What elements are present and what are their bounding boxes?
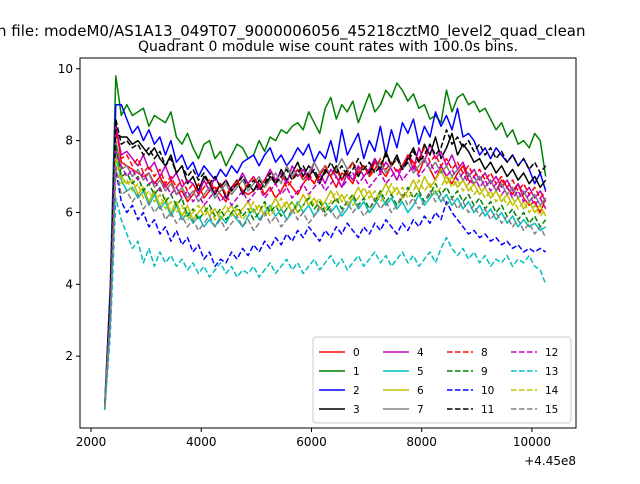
series-line-15 xyxy=(104,165,547,407)
legend-label-6: 6 xyxy=(417,385,424,397)
legend-label-5: 5 xyxy=(417,366,424,378)
x-tick-label: 6000 xyxy=(296,435,327,449)
x-tick-label: 10000 xyxy=(513,435,551,449)
legend-label-9: 9 xyxy=(481,366,488,378)
legend-label-3: 3 xyxy=(353,404,360,416)
chart-title: Quadrant 0 module wise count rates with … xyxy=(138,39,518,55)
series-line-14 xyxy=(104,157,547,407)
series-line-2 xyxy=(104,103,547,403)
x-axis: 2000 4000 6000 8000 10000 xyxy=(76,428,551,449)
legend-label-8: 8 xyxy=(481,347,488,359)
figure-suptitle: n file: modeM0/AS1A13_049T07_9000006056_… xyxy=(0,22,586,41)
legend-label-11: 11 xyxy=(481,404,494,416)
y-axis: 2 4 6 8 10 xyxy=(58,62,80,363)
series-line-10 xyxy=(104,168,547,407)
x-axis-offset-label: +4.45e8 xyxy=(524,454,576,468)
legend-label-0: 0 xyxy=(353,347,360,359)
series-line-8 xyxy=(104,129,547,407)
series-line-13 xyxy=(104,197,547,411)
series-line-11 xyxy=(104,118,547,407)
y-tick-label: 6 xyxy=(65,205,73,219)
legend-label-4: 4 xyxy=(417,347,424,359)
y-tick-label: 10 xyxy=(58,62,73,76)
series-line-9 xyxy=(104,143,547,407)
series-line-6 xyxy=(104,147,547,407)
plot-frame xyxy=(79,57,577,429)
series-line-12 xyxy=(104,150,547,411)
x-tick-label: 2000 xyxy=(76,435,107,449)
x-tick-label: 8000 xyxy=(406,435,437,449)
legend-label-1: 1 xyxy=(353,366,360,378)
legend-label-10: 10 xyxy=(481,385,494,397)
x-tick-label: 4000 xyxy=(186,435,217,449)
series-layer xyxy=(104,75,547,411)
y-tick-label: 4 xyxy=(65,277,73,291)
legend-label-14: 14 xyxy=(545,385,559,397)
legend-label-13: 13 xyxy=(545,366,558,378)
y-tick-label: 2 xyxy=(65,349,73,363)
legend-label-7: 7 xyxy=(417,404,424,416)
legend-box xyxy=(312,336,572,424)
legend-label-2: 2 xyxy=(353,385,360,397)
legend-label-12: 12 xyxy=(545,347,558,359)
series-line-1 xyxy=(104,75,547,407)
legend-label-15: 15 xyxy=(545,404,558,416)
y-tick-label: 8 xyxy=(65,134,73,148)
